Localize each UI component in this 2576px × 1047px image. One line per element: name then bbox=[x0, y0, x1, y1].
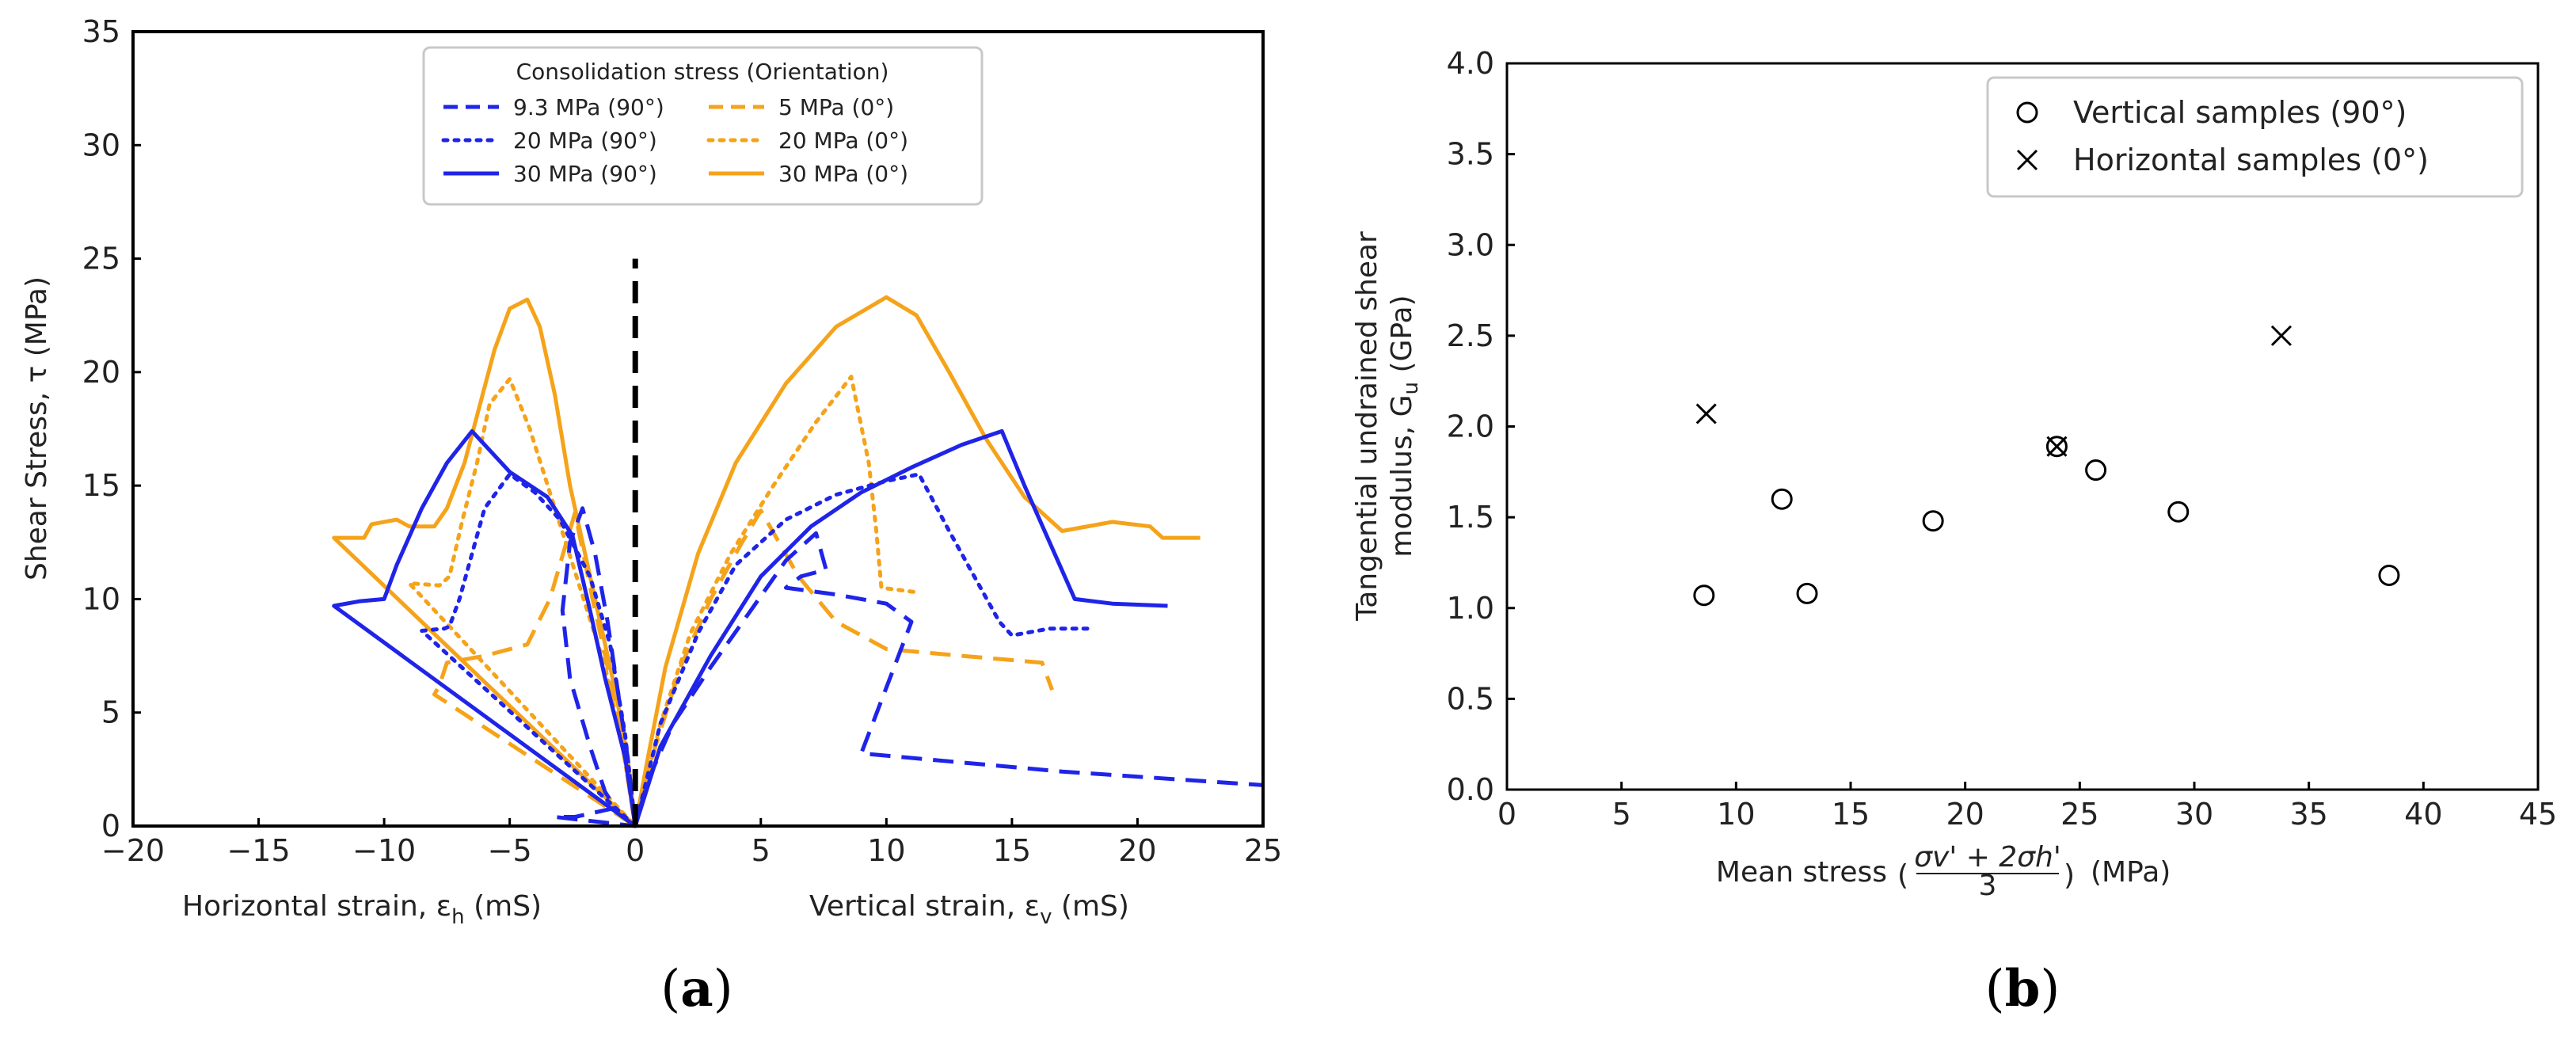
x-tick-label: 10 bbox=[1717, 797, 1755, 832]
series-line bbox=[432, 508, 1054, 828]
y-tick-label: 30 bbox=[82, 128, 120, 162]
scatter-point-x bbox=[1695, 403, 1717, 425]
panel-label-b: (b) bbox=[1985, 959, 2060, 1018]
legend-label: 30 MPa (90°) bbox=[513, 161, 657, 187]
x-tick-label: 20 bbox=[1946, 797, 1984, 832]
scatter-point-x bbox=[2270, 325, 2293, 346]
y-tick-label: 10 bbox=[82, 581, 120, 616]
y-tick-label: 0.0 bbox=[1447, 772, 1494, 807]
scatter-point-circle bbox=[2045, 436, 2068, 458]
chart-b-ylabel-line1: Tangential undrained shear bbox=[1351, 231, 1383, 622]
xlabel-text: Mean stress bbox=[1716, 856, 1887, 889]
y-tick-label: 3.0 bbox=[1447, 227, 1494, 262]
x-tick-label: 0 bbox=[626, 833, 645, 868]
chart-b: 0 5 10 15 20 25 30 35 40 45 0.0 0.5 1.0 1.5 2.0 2.5 3.0 3… bbox=[1351, 46, 2557, 1018]
chart-b-xlabel: Mean stress ( σv' + 2σh' 3 ) (MPa) bbox=[1716, 841, 2171, 902]
y-tick-label: 25 bbox=[82, 242, 120, 276]
legend-label: 30 MPa (0°) bbox=[778, 161, 908, 187]
scatter-point-circle bbox=[1693, 584, 1715, 607]
legend-label: 9.3 MPa (90°) bbox=[513, 94, 664, 120]
x-tick-label: −15 bbox=[226, 833, 290, 868]
chart-a-frame bbox=[131, 30, 1265, 828]
legend-marker-x bbox=[2016, 149, 2038, 171]
scatter-point-circle bbox=[2378, 564, 2400, 586]
x-tick-label: 5 bbox=[751, 833, 771, 868]
y-tick-label: 5 bbox=[101, 695, 120, 730]
legend-label: 5 MPa (0°) bbox=[778, 94, 894, 120]
x-tick-label: 0 bbox=[1497, 797, 1516, 832]
legend-label: 20 MPa (0°) bbox=[778, 128, 908, 154]
legend-label: Vertical samples (90°) bbox=[2073, 95, 2407, 130]
chart-a-ylabel: Shear Stress, τ (MPa) bbox=[21, 276, 53, 581]
chart-b-ticks: 0 5 10 15 20 25 30 35 40 45 0.0 0.5 1.0 1.5 2.0 2.5 3.0 3… bbox=[1447, 46, 2558, 832]
chart-b-frame bbox=[1505, 62, 2540, 791]
legend-label: 20 MPa (90°) bbox=[513, 128, 657, 154]
y-tick-label: 2.5 bbox=[1447, 318, 1494, 353]
scatter-point-circle bbox=[1796, 582, 1818, 604]
y-tick-label: 1.5 bbox=[1447, 500, 1494, 535]
x-tick-label: 45 bbox=[2519, 797, 2557, 832]
y-tick-label: 20 bbox=[82, 355, 120, 390]
scatter-point-circle bbox=[2085, 459, 2107, 482]
series-line bbox=[332, 295, 1200, 828]
series-line bbox=[553, 506, 1264, 828]
x-marker-stroke bbox=[1695, 403, 1717, 425]
chart-a-xlabel-right: Vertical strain, εv (mS) bbox=[809, 890, 1129, 929]
xlabel-paren-right: ) bbox=[2064, 859, 2075, 892]
xlabel-paren-left: ( bbox=[1897, 859, 1908, 892]
scatter-point-circle bbox=[1771, 488, 1793, 510]
series-line bbox=[332, 428, 1168, 828]
y-tick-label: 3.5 bbox=[1447, 137, 1494, 172]
y-tick-label: 35 bbox=[82, 14, 120, 49]
legend-label: Horizontal samples (0°) bbox=[2073, 143, 2429, 177]
x-tick-label: 20 bbox=[1118, 833, 1156, 868]
chart-b-series bbox=[1693, 325, 2400, 607]
chart-b-legend: Vertical samples (90°) Horizontal samples… bbox=[1986, 76, 2524, 198]
chart-b-ylabel-line2: modulus, Gu (GPa) bbox=[1386, 295, 1423, 557]
x-tick-label: 25 bbox=[2060, 797, 2098, 832]
y-tick-label: 0 bbox=[101, 809, 120, 843]
chart-a-legend: Consolidation stress (Orientation) 9.3 M… bbox=[422, 46, 984, 206]
legend-title: Consolidation stress (Orientation) bbox=[516, 59, 889, 85]
scatter-point-circle bbox=[1922, 510, 1944, 532]
x-tick-label: 30 bbox=[2175, 797, 2213, 832]
x-marker-stroke bbox=[2270, 325, 2293, 346]
xlabel-frac-num: σv' + 2σh' bbox=[1914, 841, 2061, 874]
x-tick-label: 25 bbox=[1244, 833, 1282, 868]
xlabel-frac-den: 3 bbox=[1979, 870, 1997, 902]
x-tick-label: 15 bbox=[993, 833, 1031, 868]
xlabel-unit: (MPa) bbox=[2091, 856, 2171, 889]
x-tick-label: 35 bbox=[2289, 797, 2327, 832]
x-marker-stroke bbox=[2046, 436, 2068, 457]
chart-a-series bbox=[332, 295, 1264, 828]
chart-a-xlabel-left: Horizontal strain, εh (mS) bbox=[182, 890, 542, 929]
x-tick-label: 40 bbox=[2404, 797, 2442, 832]
series-line bbox=[420, 472, 1090, 828]
legend-items: 9.3 MPa (90°) 5 MPa (0°) 20 MPa (90°) 20 MP… bbox=[441, 94, 908, 187]
x-tick-label: −10 bbox=[352, 833, 416, 868]
chart-a-ticks: −20 −15 −10 −5 0 5 10 15 20 25 0 5 10 15 20 25 30 35 bbox=[82, 14, 1283, 868]
x-marker-stroke bbox=[2016, 149, 2038, 171]
panel-label-a: (a) bbox=[660, 959, 732, 1018]
y-tick-label: 0.5 bbox=[1447, 681, 1494, 716]
y-tick-label: 1.0 bbox=[1447, 591, 1494, 626]
series-line bbox=[407, 375, 919, 828]
x-tick-label: 10 bbox=[867, 833, 905, 868]
legend-items: Vertical samples (90°) Horizontal samples… bbox=[2016, 95, 2429, 177]
scatter-point-x bbox=[2046, 436, 2068, 457]
x-tick-label: −20 bbox=[101, 833, 165, 868]
y-tick-label: 2.0 bbox=[1447, 409, 1494, 444]
scatter-point-circle bbox=[2167, 501, 2190, 523]
y-tick-label: 4.0 bbox=[1447, 46, 1494, 81]
x-tick-label: 5 bbox=[1612, 797, 1631, 832]
chart-a: −20 −15 −10 −5 0 5 10 15 20 25 0 5 10 15 20 25 30 35 Shea… bbox=[21, 14, 1282, 1018]
y-tick-label: 15 bbox=[82, 468, 120, 503]
legend-marker-circle bbox=[2016, 101, 2038, 124]
x-tick-label: −5 bbox=[488, 833, 532, 868]
x-tick-label: 15 bbox=[1832, 797, 1870, 832]
